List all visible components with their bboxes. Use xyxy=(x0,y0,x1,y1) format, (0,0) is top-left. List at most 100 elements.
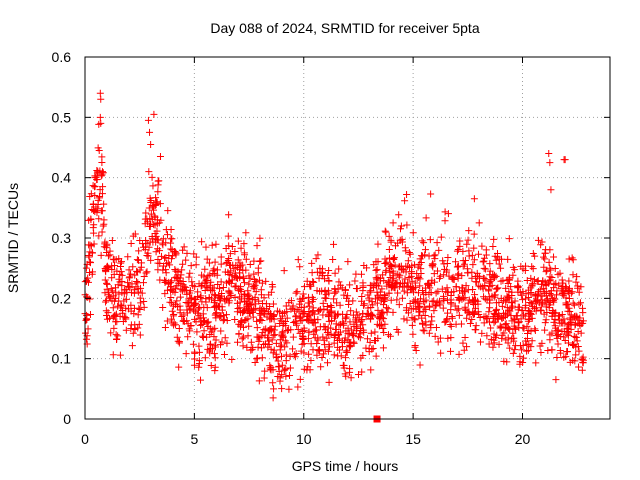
data-point xyxy=(557,285,565,293)
data-point xyxy=(504,294,512,302)
data-point xyxy=(341,370,349,378)
data-point xyxy=(338,339,346,347)
data-point xyxy=(133,277,141,285)
data-point xyxy=(371,336,379,344)
data-point xyxy=(201,354,209,362)
data-point xyxy=(197,376,205,384)
data-point xyxy=(506,344,514,352)
data-point xyxy=(300,326,308,334)
data-point xyxy=(359,283,367,291)
data-point xyxy=(563,330,571,338)
data-point xyxy=(180,317,188,325)
data-point xyxy=(417,269,425,277)
data-point xyxy=(125,266,133,274)
data-point xyxy=(573,337,581,345)
data-point xyxy=(509,349,517,357)
data-point xyxy=(569,256,577,264)
data-point xyxy=(310,278,318,286)
data-point xyxy=(107,329,115,337)
data-point xyxy=(281,337,289,345)
data-point xyxy=(405,249,413,257)
data-point xyxy=(234,338,242,346)
data-point xyxy=(285,385,293,393)
data-point xyxy=(464,236,472,244)
data-point xyxy=(308,318,316,326)
data-point xyxy=(103,315,111,323)
data-point xyxy=(232,282,240,290)
data-point xyxy=(182,256,190,264)
data-point xyxy=(408,314,416,322)
y-axis-label: SRMTID / TECUs xyxy=(5,183,21,293)
data-point xyxy=(368,282,376,290)
data-point xyxy=(174,268,182,276)
data-point xyxy=(449,275,457,283)
data-point xyxy=(492,306,500,314)
data-point xyxy=(289,345,297,353)
data-point xyxy=(497,277,505,285)
data-point xyxy=(286,364,294,372)
data-point xyxy=(346,368,354,376)
data-point xyxy=(154,188,162,196)
data-point xyxy=(249,296,257,304)
data-point xyxy=(480,257,488,265)
data-point xyxy=(444,288,452,296)
data-point xyxy=(384,305,392,313)
data-point xyxy=(363,264,371,272)
data-point xyxy=(393,278,401,286)
data-point xyxy=(365,345,373,353)
data-point xyxy=(217,260,225,268)
data-point xyxy=(504,255,512,263)
data-point xyxy=(419,307,427,315)
data-point xyxy=(498,334,506,342)
data-point xyxy=(193,328,201,336)
data-point xyxy=(272,339,280,347)
data-point xyxy=(383,258,391,266)
data-point xyxy=(136,266,144,274)
data-point xyxy=(238,335,246,343)
data-point xyxy=(176,293,184,301)
data-point xyxy=(349,297,357,305)
data-point xyxy=(551,264,559,272)
data-point xyxy=(547,291,555,299)
data-point xyxy=(195,363,203,371)
data-point xyxy=(482,246,490,254)
data-point xyxy=(403,289,411,297)
data-point xyxy=(300,365,308,373)
data-point xyxy=(166,298,174,306)
data-point xyxy=(523,347,531,355)
data-point xyxy=(427,279,435,287)
data-point xyxy=(253,354,261,362)
data-point xyxy=(516,358,524,366)
data-point xyxy=(85,253,93,261)
data-point xyxy=(483,332,491,340)
data-point xyxy=(358,315,366,323)
data-point xyxy=(330,240,338,248)
data-point xyxy=(527,310,535,318)
data-point xyxy=(417,259,425,267)
data-point xyxy=(528,337,536,345)
data-point xyxy=(86,295,94,303)
data-point xyxy=(148,233,156,241)
data-point xyxy=(203,304,211,312)
data-point xyxy=(421,312,429,320)
data-point xyxy=(347,307,355,315)
data-point xyxy=(308,309,316,317)
data-point xyxy=(295,307,303,315)
data-point xyxy=(107,285,115,293)
data-point xyxy=(183,249,191,257)
data-point xyxy=(115,290,123,298)
data-point xyxy=(243,343,251,351)
data-point xyxy=(569,299,577,307)
data-point xyxy=(459,284,467,292)
data-point xyxy=(344,292,352,300)
data-point xyxy=(256,234,264,242)
data-point xyxy=(240,279,248,287)
data-point xyxy=(112,310,120,318)
data-point xyxy=(566,358,574,366)
data-point xyxy=(325,378,333,386)
data-point xyxy=(547,266,555,274)
data-point xyxy=(309,278,317,286)
data-point xyxy=(445,272,453,280)
data-point xyxy=(228,242,236,250)
data-point xyxy=(211,341,219,349)
